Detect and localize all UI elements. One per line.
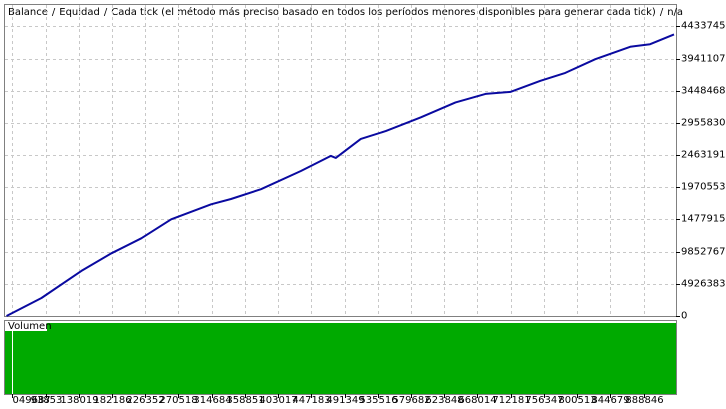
x-tick-label: 668014 (458, 395, 496, 406)
x-tick-label: 358851 (226, 395, 264, 406)
y-tick-label: 24631919 (681, 150, 726, 161)
volume-area (5, 323, 676, 394)
legend-separator: / (52, 7, 56, 18)
x-tick-label: 800513 (558, 395, 596, 406)
x-tick-label: 93853 (31, 395, 63, 406)
x-tick-label: 712181 (492, 395, 530, 406)
x-tick-label: 491349 (326, 395, 364, 406)
x-tick-label: 270518 (159, 395, 197, 406)
x-tick-label: 579682 (392, 395, 430, 406)
legend-separator: / (104, 7, 108, 18)
x-tick-label: 403017 (259, 395, 297, 406)
extra-label: n/a (667, 7, 683, 18)
x-tick-label: 888846 (625, 395, 663, 406)
model-label: Cada tick (el método más preciso basado … (111, 6, 656, 18)
legend-separator: / (660, 7, 664, 18)
x-tick-label: 535516 (359, 395, 397, 406)
y-tick-label: 34484687 (681, 86, 726, 97)
legend-item: Balance (8, 7, 48, 18)
volume-label: Volumen (8, 321, 52, 332)
y-tick-label: 4926383 (681, 279, 726, 290)
x-tick-label: 447183 (292, 395, 330, 406)
volume-label-bg (5, 321, 47, 331)
plot-frame (4, 4, 677, 317)
balance-line (6, 33, 675, 317)
x-tick-label: 844679 (591, 395, 629, 406)
y-tick-label: 0 (681, 311, 687, 322)
y-tick-label: 19705535 (681, 182, 726, 193)
x-tick-label: 314684 (193, 395, 231, 406)
y-tick-label: 9852767 (681, 247, 726, 258)
y-tick-label: 39411071 (681, 54, 726, 65)
x-tick-label: 756347 (525, 395, 563, 406)
x-tick-label: 226352 (126, 395, 164, 406)
x-tick-label: 138019 (60, 395, 98, 406)
x-tick-label: 049687 (13, 395, 51, 406)
x-tick-label: 623848 (425, 395, 463, 406)
x-tick-label: 182186 (93, 395, 131, 406)
y-tick-label: 44337455 (681, 21, 726, 32)
